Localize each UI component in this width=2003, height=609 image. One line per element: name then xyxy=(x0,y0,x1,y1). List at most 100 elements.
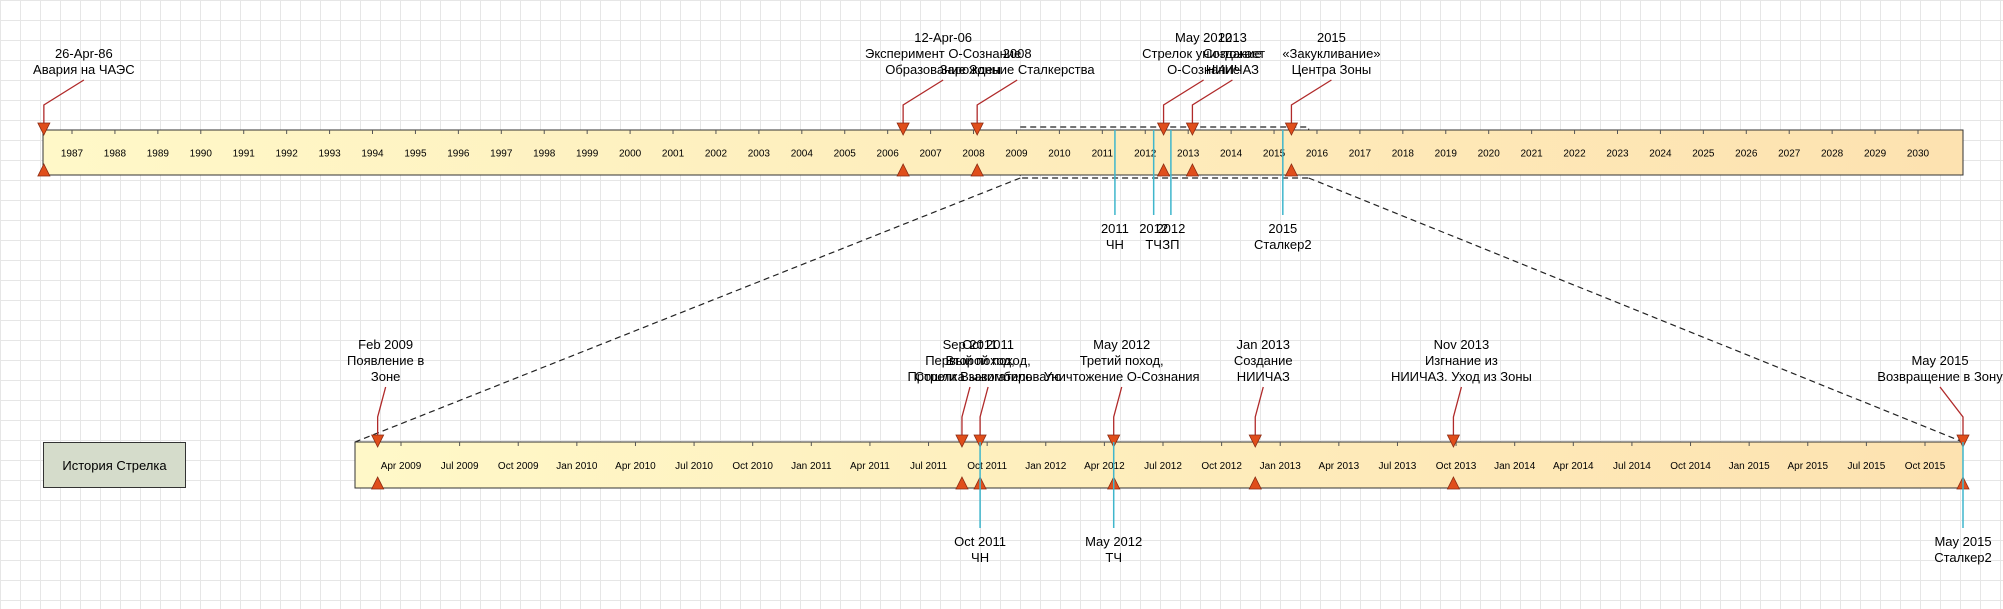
top-tick-label: 1989 xyxy=(147,149,170,160)
top-tick-label: 1999 xyxy=(576,149,599,160)
top-tick-label: 2020 xyxy=(1478,149,1501,160)
top-event-label: Зарождение Сталкерства xyxy=(940,62,1096,77)
bottom-event-callout xyxy=(1939,386,1964,436)
top-event-label: 2015 xyxy=(1317,30,1346,45)
top-tick-label: 2027 xyxy=(1778,149,1801,160)
bottom-tick-label: Oct 2013 xyxy=(1436,461,1477,472)
bottom-event-marker xyxy=(1446,476,1461,490)
bottom-tick-label: Oct 2014 xyxy=(1670,461,1711,472)
bottom-tick-label: Jul 2015 xyxy=(1847,461,1885,472)
top-tick-label: 2024 xyxy=(1649,149,1672,160)
top-tick-label: 2025 xyxy=(1692,149,1715,160)
bottom-tick-label: Jan 2012 xyxy=(1025,461,1067,472)
top-event-marker xyxy=(970,122,984,136)
top-event-marker xyxy=(1284,122,1299,136)
top-game-label: 2015 xyxy=(1268,221,1297,236)
bottom-event-callout xyxy=(1452,386,1463,436)
top-event-label: Создание xyxy=(1203,46,1262,61)
title-box: История Стрелка xyxy=(43,442,186,488)
bottom-event-label: Уничтожение О-Сознания xyxy=(1044,369,1200,384)
top-tick-label: 2028 xyxy=(1821,149,1844,160)
bottom-tick-label: Apr 2009 xyxy=(381,461,422,472)
bottom-game-label: Сталкер2 xyxy=(1934,550,1992,565)
top-tick-label: 2021 xyxy=(1521,149,1544,160)
bottom-event-marker xyxy=(1248,434,1262,448)
top-tick-label: 2006 xyxy=(877,149,900,160)
bottom-tick-label: Apr 2012 xyxy=(1084,461,1125,472)
top-tick-label: 2022 xyxy=(1563,149,1586,160)
top-event-marker xyxy=(896,122,910,136)
top-event-marker xyxy=(1284,163,1299,177)
bottom-game-label: May 2012 xyxy=(1085,534,1142,549)
top-event-callout xyxy=(1191,79,1233,124)
top-event-label: 2013 xyxy=(1218,30,1247,45)
bottom-event-label: Появление в xyxy=(347,353,424,368)
bottom-event-label: Sep 2011 xyxy=(943,337,998,352)
bottom-tick-label: Apr 2014 xyxy=(1553,461,1594,472)
top-tick-label: 1993 xyxy=(318,149,341,160)
top-event-callout xyxy=(1290,79,1332,124)
bottom-event-marker xyxy=(1446,434,1461,448)
bottom-tick-label: Oct 2015 xyxy=(1905,461,1946,472)
bottom-event-label: Стрелка зазомбировало xyxy=(915,369,1062,384)
zoom-connector-right xyxy=(1308,177,1964,443)
top-game-label: ЗП xyxy=(1162,237,1179,252)
top-event-callout xyxy=(902,79,944,124)
bottom-tick-label: Oct 2009 xyxy=(498,461,539,472)
top-event-marker xyxy=(1156,163,1171,177)
top-game-label: ТЧ xyxy=(1145,237,1162,252)
top-event-callout xyxy=(1162,79,1204,124)
bottom-event-label: Изгнание из xyxy=(1425,353,1498,368)
bottom-event-callout xyxy=(979,386,989,436)
bottom-tick-label: Oct 2010 xyxy=(732,461,773,472)
top-tick-label: 2017 xyxy=(1349,149,1372,160)
bottom-tick-label: Jul 2009 xyxy=(441,461,479,472)
top-tick-label: 2023 xyxy=(1606,149,1629,160)
bottom-tick-label: Jul 2012 xyxy=(1144,461,1182,472)
bottom-tick-label: Jul 2013 xyxy=(1379,461,1417,472)
top-event-label: НИИЧАЗ xyxy=(1206,62,1259,77)
bottom-tick-label: Apr 2010 xyxy=(615,461,656,472)
top-game-label: Сталкер2 xyxy=(1254,237,1312,252)
top-event-label: Стрелок уничтожает xyxy=(1142,46,1265,61)
bottom-game-label: ЧН xyxy=(971,550,989,565)
top-tick-label: 2016 xyxy=(1306,149,1329,160)
bottom-tick-label: Jan 2013 xyxy=(1260,461,1302,472)
top-tick-label: 2003 xyxy=(748,149,771,160)
bottom-tick-label: Oct 2012 xyxy=(1201,461,1242,472)
top-event-label: О-Сознание xyxy=(1167,62,1240,77)
title-box-label: История Стрелка xyxy=(62,457,167,473)
top-event-label: Авария на ЧАЭС xyxy=(33,62,135,77)
bottom-event-marker xyxy=(371,434,385,448)
bottom-event-label: Зоне xyxy=(371,369,401,384)
top-tick-label: 2011 xyxy=(1092,149,1114,160)
bottom-event-label: Первый поход, xyxy=(925,353,1015,368)
bottom-event-callout xyxy=(1113,386,1123,436)
bottom-event-marker xyxy=(973,434,987,448)
top-event-marker xyxy=(1185,163,1200,177)
top-tick-label: 2010 xyxy=(1048,149,1071,160)
top-event-label: Образование Зоны xyxy=(885,62,1001,77)
top-tick-label: 1994 xyxy=(361,149,384,160)
top-event-label: 26-Apr-86 xyxy=(55,46,113,61)
bottom-event-label: May 2012 xyxy=(1093,337,1150,352)
top-tick-label: 2005 xyxy=(834,149,857,160)
bottom-event-marker xyxy=(955,476,969,490)
bottom-event-label: Feb 2009 xyxy=(358,337,413,352)
bottom-game-label: ТЧ xyxy=(1105,550,1122,565)
bottom-tick-label: Apr 2015 xyxy=(1787,461,1828,472)
bottom-event-label: Третий поход, xyxy=(1080,353,1164,368)
top-event-marker xyxy=(1185,122,1200,136)
bottom-event-marker xyxy=(1956,434,1970,448)
bottom-tick-label: Apr 2013 xyxy=(1319,461,1360,472)
bottom-event-label: Возвращение в Зону xyxy=(1877,369,2003,384)
bottom-tick-label: Jul 2011 xyxy=(910,461,948,472)
top-game-label: 2012 xyxy=(1156,221,1185,236)
bottom-event-callout xyxy=(1254,386,1264,436)
top-tick-label: 2009 xyxy=(1005,149,1028,160)
top-event-callout xyxy=(976,79,1018,124)
top-tick-label: 2014 xyxy=(1220,149,1243,160)
top-tick-label: 1991 xyxy=(233,149,256,160)
bottom-event-marker xyxy=(1248,476,1262,490)
top-bar xyxy=(42,129,1964,176)
